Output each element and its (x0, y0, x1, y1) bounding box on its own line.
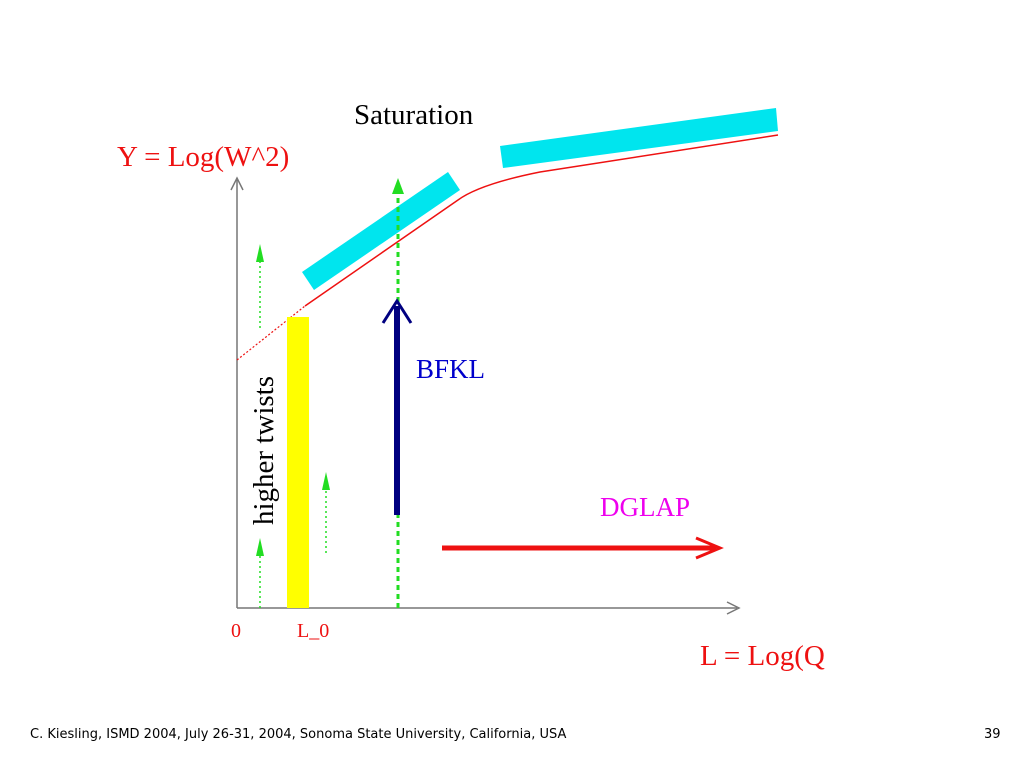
green-arrow-head (256, 538, 264, 556)
l0-label: L_0 (297, 620, 329, 642)
diagram-title: Saturation (354, 99, 474, 131)
x-axis-arrowhead (726, 601, 741, 615)
boundary-extrapolation-dotted (236, 305, 306, 361)
origin-label: 0 (231, 620, 241, 642)
y-axis-arrowhead (230, 176, 244, 191)
saturation-band-lower (302, 172, 460, 290)
footer-citation: C. Kiesling, ISMD 2004, July 26-31, 2004… (30, 727, 567, 742)
bfkl-label: BFKL (416, 354, 485, 384)
dglap-label: DGLAP (600, 492, 690, 522)
green-arrow-head (256, 244, 264, 262)
page-number: 39 (984, 727, 1001, 742)
dglap-arrow-head (695, 536, 724, 560)
bfkl-arrow-head (381, 298, 413, 324)
higher-twists-label: higher twists (248, 376, 280, 525)
saturation-band-upper (500, 108, 778, 168)
higher-twists-bar (287, 317, 309, 608)
saturation-boundary-curve (304, 134, 779, 307)
green-arrow-head (392, 178, 404, 194)
green-arrow-head (322, 472, 330, 490)
axes (230, 176, 741, 615)
x-axis-label: L = Log(Q (700, 640, 825, 672)
y-axis-label: Y = Log(W^2) (117, 141, 289, 173)
